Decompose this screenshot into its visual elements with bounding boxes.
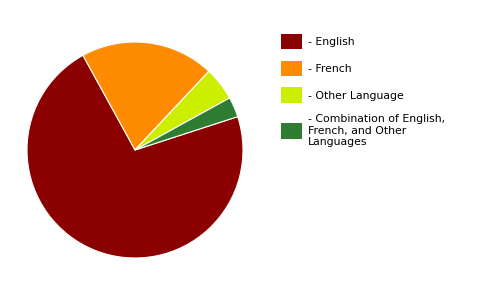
Wedge shape [83, 42, 209, 150]
Wedge shape [135, 71, 230, 150]
Legend: - English, - French, - Other Language, - Combination of English,
French, and Oth: - English, - French, - Other Language, -… [281, 34, 445, 147]
Wedge shape [135, 98, 238, 150]
Wedge shape [27, 56, 243, 258]
